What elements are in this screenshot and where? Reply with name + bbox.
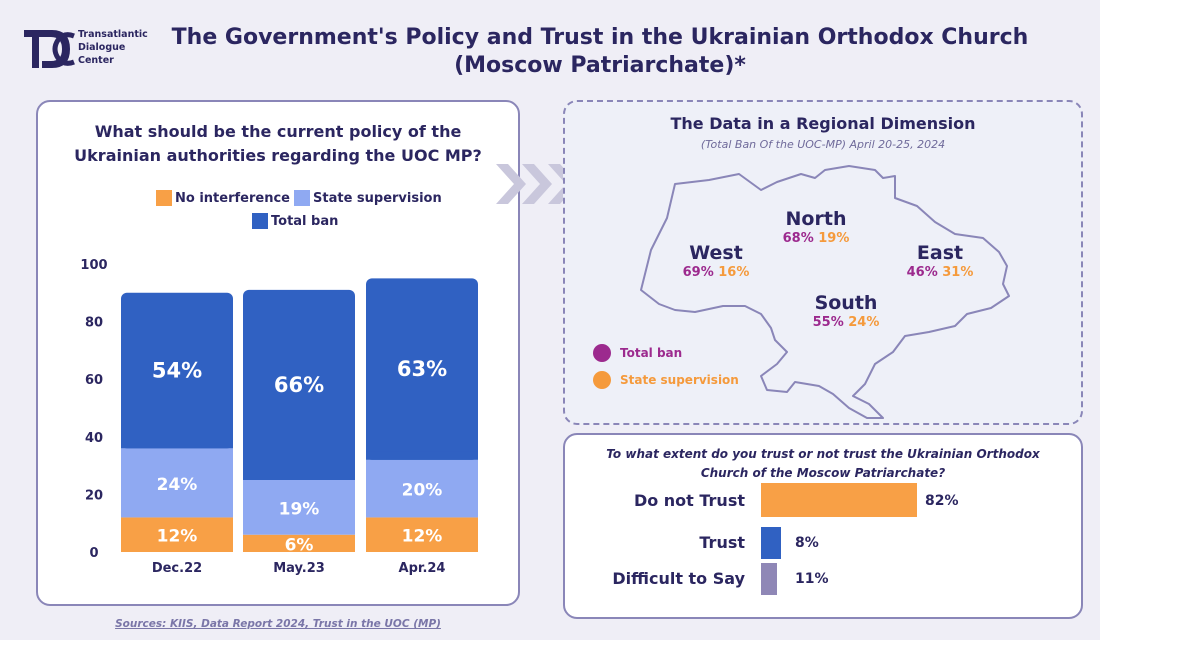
map-legend-state-supervision: State supervision xyxy=(593,371,739,389)
trust-bar-label: Trust xyxy=(699,533,745,552)
bar-segment xyxy=(243,289,355,480)
policy-panel: What should be the current policy of the… xyxy=(36,100,520,606)
logo-line-1: Transatlantic xyxy=(78,29,148,40)
region-north-supervision: 19% xyxy=(818,231,850,246)
map-legend-total-ban: Total ban xyxy=(593,344,682,362)
region-west-ban: 69% xyxy=(682,265,714,280)
trust-bar xyxy=(761,527,781,559)
x-tick-label: May.23 xyxy=(273,561,325,576)
region-south: South 55% 24% xyxy=(781,292,911,332)
legend-swatch-total-ban xyxy=(252,213,268,229)
legend-no-interference: No interference xyxy=(156,190,290,206)
region-north-name: North xyxy=(785,208,847,230)
bar-segment xyxy=(243,534,355,552)
x-tick-label: Dec.22 xyxy=(152,561,202,576)
logo-text: Transatlantic Dialogue Center xyxy=(78,28,148,67)
bar-value-label: 54% xyxy=(152,359,202,383)
region-west: West 69% 16% xyxy=(651,242,781,282)
bar-segment-join xyxy=(366,451,478,460)
trust-bar xyxy=(761,483,917,517)
trust-bar-value: 8% xyxy=(795,535,819,551)
main-title-line-1: The Government's Policy and Trust in the… xyxy=(171,25,1029,50)
policy-stacked-bar-chart: 0 20 40 60 80 100 12% 24% 54% Dec.22 6% 19% 66% May.2… xyxy=(80,258,478,576)
bar-value-label: 12% xyxy=(402,527,443,547)
y-tick-label: 40 xyxy=(85,431,103,446)
region-south-ban: 55% xyxy=(812,315,844,330)
trust-bar-label: Do not Trust xyxy=(633,491,745,510)
map-legend-dot-ban xyxy=(593,344,611,362)
bar-segment xyxy=(366,278,478,460)
regional-map-panel: The Data in a Regional Dimension (Total … xyxy=(563,100,1083,425)
trust-question-line-2: Church of the Moscow Patriarchate? xyxy=(700,466,946,480)
legend-swatch-no-interference xyxy=(156,190,172,206)
legend-total-ban: Total ban xyxy=(252,213,338,229)
bar-value-label: 19% xyxy=(279,499,320,519)
bar-value-label: 6% xyxy=(285,535,314,555)
main-title-line-2: (Moscow Patriarchate)* xyxy=(454,53,746,78)
region-north: North 68% 19% xyxy=(751,208,881,248)
bar-segment xyxy=(366,459,478,518)
bar-value-label: 12% xyxy=(157,527,198,547)
region-east-name: East xyxy=(916,242,964,264)
region-east-ban: 46% xyxy=(906,265,938,280)
bar-segment-join xyxy=(121,440,233,449)
logo-line-3: Center xyxy=(78,55,114,66)
bar-segment xyxy=(121,517,233,552)
map-legend-label-supervision: State supervision xyxy=(620,373,739,387)
trust-panel: To what extent do you trust or not trust… xyxy=(563,433,1083,619)
y-tick-label: 80 xyxy=(85,316,103,331)
bar-value-label: 24% xyxy=(157,475,198,495)
trust-question: To what extent do you trust or not trust… xyxy=(565,445,1081,483)
bar-segment xyxy=(121,448,233,518)
logo-line-2: Dialogue xyxy=(78,42,126,53)
trust-bar-value: 11% xyxy=(795,571,829,587)
y-tick-label: 100 xyxy=(80,258,107,273)
main-title: The Government's Policy and Trust in the… xyxy=(150,24,1050,80)
tdc-logo: Transatlantic Dialogue Center xyxy=(22,26,152,74)
legend-state-supervision: State supervision xyxy=(294,190,442,206)
tdc-logo-mark-icon xyxy=(24,30,75,68)
bar-segment xyxy=(243,480,355,535)
policy-question-line-1: What should be the current policy of the xyxy=(94,122,462,141)
bar-value-label: 66% xyxy=(274,373,324,397)
map-legend-dot-supervision xyxy=(593,371,611,389)
region-south-name: South xyxy=(814,292,878,314)
trust-bar-label: Difficult to Say xyxy=(612,569,745,588)
y-tick-label: 20 xyxy=(85,488,103,503)
legend-swatch-state-supervision xyxy=(294,190,310,206)
trust-bar xyxy=(761,563,777,595)
legend-label-state-supervision: State supervision xyxy=(313,190,442,206)
ukraine-map-outline xyxy=(640,165,1010,419)
region-east-supervision: 31% xyxy=(942,265,974,280)
policy-question: What should be the current policy of the… xyxy=(38,120,518,168)
legend-label-total-ban: Total ban xyxy=(271,213,339,229)
region-south-supervision: 24% xyxy=(848,315,880,330)
y-tick-label: 0 xyxy=(89,546,98,561)
bar-segment xyxy=(366,517,478,552)
region-east: East 46% 31% xyxy=(875,242,1005,282)
trust-bar-value: 82% xyxy=(925,493,959,509)
map-title: The Data in a Regional Dimension xyxy=(670,114,976,133)
sources-note: Sources: KIIS, Data Report 2024, Trust i… xyxy=(115,618,441,630)
legend-label-no-interference: No interference xyxy=(175,190,290,206)
policy-question-line-2: Ukrainian authorities regarding the UOC … xyxy=(74,146,482,165)
bar-value-label: 63% xyxy=(397,357,447,381)
region-west-name: West xyxy=(689,242,743,264)
map-subtitle: (Total Ban Of the UOC-MP) April 20-25, 2… xyxy=(700,138,946,151)
bar-segment-join xyxy=(243,472,355,480)
bar-value-label: 20% xyxy=(402,481,443,501)
region-north-ban: 68% xyxy=(782,231,814,246)
y-tick-label: 60 xyxy=(85,373,103,388)
trust-question-line-1: To what extent do you trust or not trust… xyxy=(606,447,1040,461)
x-tick-label: Apr.24 xyxy=(399,561,446,576)
bar-segment xyxy=(121,292,233,449)
map-legend-label-ban: Total ban xyxy=(620,346,683,360)
region-west-supervision: 16% xyxy=(718,265,750,280)
infographic-canvas: Transatlantic Dialogue Center The Govern… xyxy=(0,0,1100,640)
